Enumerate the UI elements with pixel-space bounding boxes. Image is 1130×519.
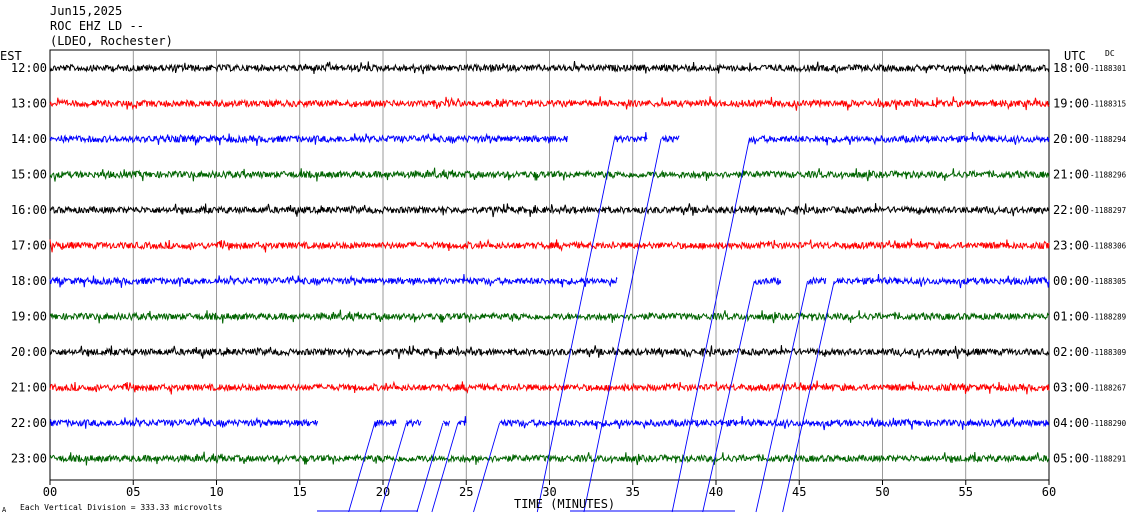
est-row-label: 21:00: [11, 381, 47, 395]
est-row-label: 23:00: [11, 452, 47, 466]
gap-connector-lines: [317, 138, 835, 513]
est-row-label: 17:00: [11, 239, 47, 253]
trace-1300: [49, 96, 1050, 111]
utc-row-label: 02:00: [1053, 345, 1089, 359]
est-row-label: 19:00: [11, 310, 47, 324]
trace-2300: [49, 451, 1050, 466]
utc-row-label: 00:00: [1053, 274, 1089, 288]
dc-offset-label: -1188306: [1090, 242, 1127, 251]
x-tick-label: 30: [542, 485, 556, 499]
utc-row-label: 01:00: [1053, 310, 1089, 324]
x-tick-label: 35: [626, 485, 640, 499]
gap-connector: [416, 422, 444, 513]
gap-connector: [782, 280, 835, 513]
utc-row-label: 23:00: [1053, 239, 1089, 253]
gap-connector: [379, 422, 407, 513]
trace-2100: [49, 380, 1050, 395]
gap-connector: [755, 280, 809, 513]
x-tick-label: 45: [792, 485, 806, 499]
dc-label: DC: [1105, 49, 1115, 58]
seismic-traces: [49, 60, 1050, 466]
est-row-label: 22:00: [11, 416, 47, 430]
utc-row-label: 20:00: [1053, 132, 1089, 146]
dc-offset-label: -1188294: [1090, 135, 1127, 144]
trace-1200: [49, 60, 1050, 75]
dc-offset-label: -1188315: [1090, 100, 1126, 109]
est-row-label: 18:00: [11, 274, 47, 288]
utc-row-label: 18:00: [1053, 61, 1089, 75]
dc-offset-label: -1188267: [1090, 384, 1126, 393]
est-row-label: 16:00: [11, 203, 47, 217]
trace-1800: [49, 273, 1050, 289]
gap-connector: [671, 138, 750, 513]
utc-row-label: 03:00: [1053, 381, 1089, 395]
utc-row-label: 21:00: [1053, 168, 1089, 182]
station-label: ROC EHZ LD --: [50, 19, 144, 33]
dc-offset-label: -1188305: [1090, 277, 1126, 286]
gap-connector: [473, 422, 500, 513]
est-axis-label: EST: [0, 49, 22, 63]
trace-2000: [49, 345, 1050, 360]
gap-connector: [702, 280, 755, 513]
trace-1700: [49, 238, 1050, 253]
dc-offset-label: -1188309: [1090, 348, 1126, 357]
gap-connector: [583, 138, 662, 513]
trace-1400: [49, 131, 1050, 146]
x-tick-label: 15: [293, 485, 307, 499]
utc-row-label: 22:00: [1053, 203, 1089, 217]
est-row-label: 15:00: [11, 168, 47, 182]
dc-offset-label: -1188301: [1090, 64, 1126, 73]
est-row-label: 13:00: [11, 97, 47, 111]
dc-offset-label: -1188297: [1090, 206, 1126, 215]
date-label: Jun15,2025: [50, 4, 122, 18]
x-tick-label: 05: [126, 485, 140, 499]
trace-2200: [49, 415, 1050, 431]
gap-connector: [348, 422, 376, 513]
x-tick-label: 50: [875, 485, 889, 499]
network-label: (LDEO, Rochester): [50, 34, 173, 48]
x-tick-label: 55: [959, 485, 973, 499]
grid-lines: [132, 50, 967, 480]
x-tick-label: 60: [1042, 485, 1056, 499]
x-axis-ticks: 00 05 10 15 20 25 30 35 40 45 50 55 60: [43, 480, 1056, 499]
est-row-label: 20:00: [11, 345, 47, 359]
scale-icon: A: [2, 506, 7, 514]
est-row-label: 14:00: [11, 132, 47, 146]
dc-offset-label: -1188290: [1090, 419, 1127, 428]
utc-row-label: 19:00: [1053, 97, 1089, 111]
dc-offset-label: -1188289: [1090, 313, 1126, 322]
x-tick-label: 40: [709, 485, 723, 499]
trace-1900: [49, 309, 1050, 324]
gap-connector: [536, 138, 615, 513]
x-tick-label: 00: [43, 485, 57, 499]
x-tick-label: 25: [459, 485, 473, 499]
trace-1500: [49, 167, 1050, 182]
x-tick-label: 10: [209, 485, 223, 499]
trace-1600: [49, 203, 1050, 218]
utc-row-label: 05:00: [1053, 452, 1089, 466]
utc-axis-label: UTC: [1064, 49, 1086, 63]
est-row-label: 12:00: [11, 61, 47, 75]
dc-offset-label: -1188296: [1090, 171, 1127, 180]
x-tick-label: 20: [376, 485, 390, 499]
scale-note: Each Vertical Division = 333.33 microvol…: [20, 503, 222, 512]
dc-offset-label: -1188291: [1090, 455, 1126, 464]
gap-connector: [431, 422, 459, 513]
utc-row-label: 04:00: [1053, 416, 1089, 430]
x-axis-title: TIME (MINUTES): [514, 497, 615, 511]
